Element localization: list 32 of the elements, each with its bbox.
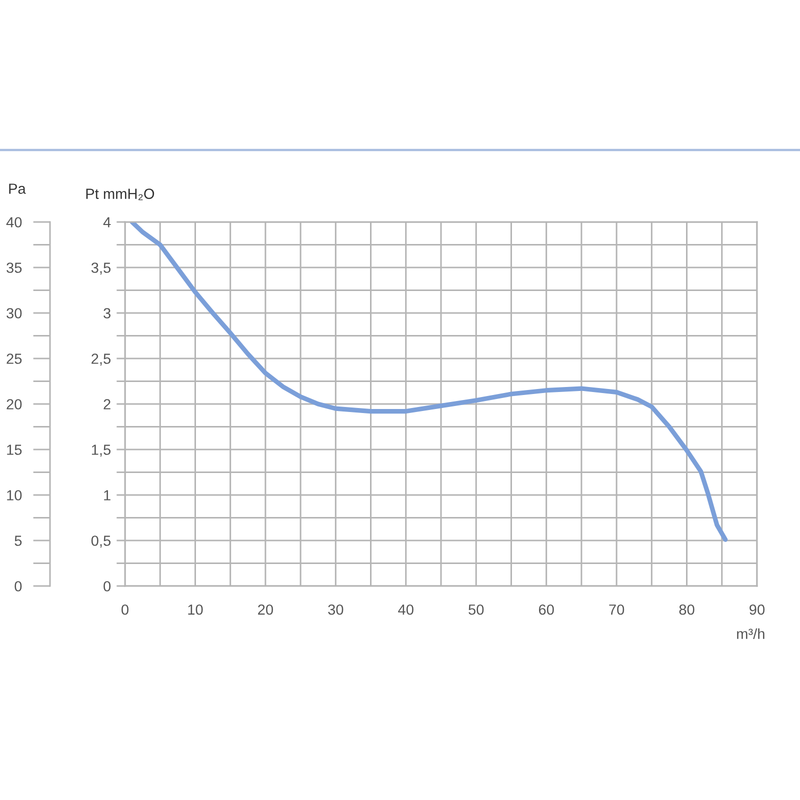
x-tick-label: 10 <box>188 604 203 615</box>
y-tick-label: 1,5 <box>92 444 110 457</box>
x-tick-label: 60 <box>538 604 554 615</box>
y-tick-label: 4 <box>103 217 111 228</box>
x-tick-label: 80 <box>679 604 694 615</box>
y2-tick-label: 0 <box>14 581 22 592</box>
x-tick-label: 90 <box>750 604 765 615</box>
y-tick-label: 3 <box>104 308 110 318</box>
y2-tick-label: 20 <box>6 399 22 410</box>
y2-tick-label: 40 <box>6 217 22 228</box>
x-tick-label: 40 <box>398 604 414 615</box>
x-axis-title: m³/h <box>737 628 764 640</box>
y2-axis-title: Pa <box>9 184 26 194</box>
x-tick-label: 50 <box>468 604 484 615</box>
y2-tick-label: 35 <box>6 262 22 273</box>
y-axis-title: Pt mmH₂O <box>86 188 154 200</box>
x-tick-label: 70 <box>609 604 624 615</box>
y-tick-label: 1 <box>104 490 110 500</box>
y2-tick-label: 30 <box>6 308 22 318</box>
x-tick-label: 0 <box>122 604 128 615</box>
y2-tick-label: 10 <box>7 490 22 500</box>
y-tick-label: 2,5 <box>92 354 110 366</box>
y2-tick-label: 5 <box>14 536 22 546</box>
y-tick-label: 3,5 <box>91 262 110 275</box>
line-series <box>130 222 728 542</box>
y-tick-label: 0,5 <box>91 536 110 548</box>
x-tick-label: 30 <box>328 604 344 615</box>
x-tick-label: 20 <box>258 604 273 615</box>
y2-tick-label: 25 <box>6 354 22 364</box>
y-tick-label: 2 <box>104 399 110 410</box>
y2-tick-label: 15 <box>7 444 22 455</box>
y-tick-label: 0 <box>104 581 111 592</box>
